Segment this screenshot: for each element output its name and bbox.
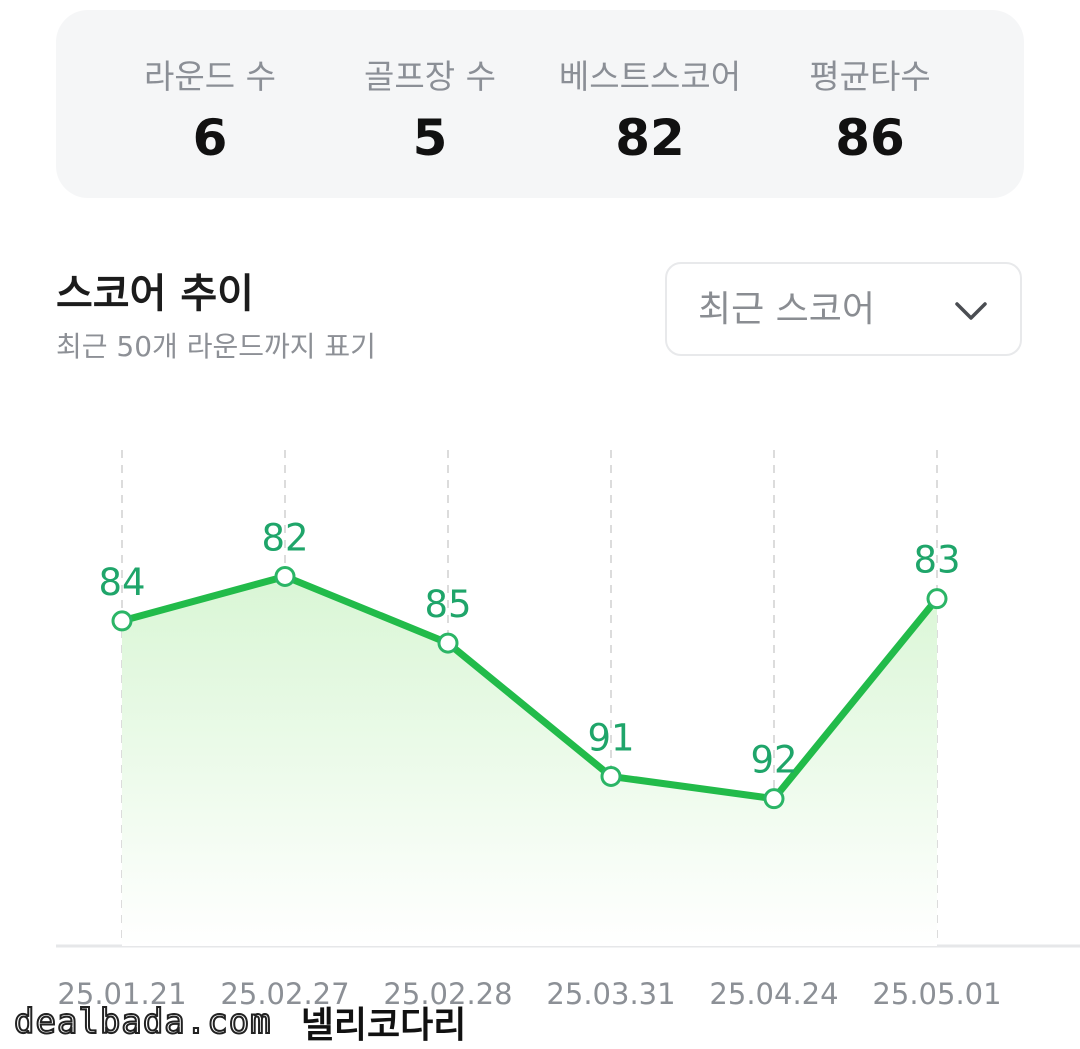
- x-tick-label: 25.03.31: [546, 977, 675, 1011]
- data-point: [274, 565, 296, 587]
- stat-best-score-value: 82: [615, 109, 685, 167]
- data-point: [437, 632, 459, 654]
- score-area-fill: [122, 576, 937, 946]
- stat-average-value: 86: [835, 109, 905, 167]
- data-point: [600, 765, 622, 787]
- stat-best-score-label: 베스트스코어: [558, 57, 742, 96]
- stat-average: 평균타수 86: [760, 10, 980, 198]
- stat-courses-label: 골프장 수: [364, 57, 496, 96]
- data-point: [763, 788, 785, 810]
- score-range-dropdown[interactable]: 최근 스코어: [665, 262, 1022, 356]
- x-tick-label: 25.02.28: [383, 977, 512, 1011]
- stat-average-label: 평균타수: [809, 57, 931, 96]
- stat-rounds-label: 라운드 수: [144, 57, 276, 96]
- x-tick-label: 25.02.27: [220, 977, 349, 1011]
- data-label: 82: [261, 516, 308, 559]
- data-point: [111, 610, 133, 632]
- stat-courses-value: 5: [412, 109, 448, 167]
- data-label: 84: [98, 561, 145, 604]
- stat-courses: 골프장 수 5: [320, 10, 540, 198]
- data-label: 91: [587, 716, 634, 759]
- score-trend-chart: 84 82 85 91 92 83 25.01.21 25.02.27 25.02.28 25.…: [56, 450, 1080, 1011]
- data-label: 83: [913, 539, 960, 582]
- data-label: 85: [424, 583, 471, 626]
- chevron-down-icon: [955, 302, 987, 320]
- watermark: dealbada.com 넬리코다리: [13, 996, 467, 1048]
- data-point: [926, 588, 948, 610]
- x-tick-label: 25.05.01: [872, 977, 1001, 1011]
- stats-summary-card: 라운드 수 6 골프장 수 5 베스트스코어 82 평균타수 86: [56, 10, 1024, 198]
- data-label: 92: [750, 739, 797, 782]
- section-subtitle: 최근 50개 라운드까지 표기: [56, 330, 376, 363]
- stat-rounds: 라운드 수 6: [100, 10, 320, 198]
- x-tick-label: 25.04.24: [709, 977, 838, 1011]
- watermark-site: dealbada.com: [13, 1001, 272, 1043]
- watermark-author: 넬리코다리: [300, 1005, 467, 1046]
- stat-rounds-value: 6: [192, 109, 228, 167]
- score-line: [118, 572, 941, 803]
- stat-best-score: 베스트스코어 82: [540, 10, 760, 198]
- section-title: 스코어 추이: [56, 271, 254, 317]
- dropdown-selected-value: 최근 스코어: [698, 289, 876, 330]
- x-tick-label: 25.01.21: [57, 977, 186, 1011]
